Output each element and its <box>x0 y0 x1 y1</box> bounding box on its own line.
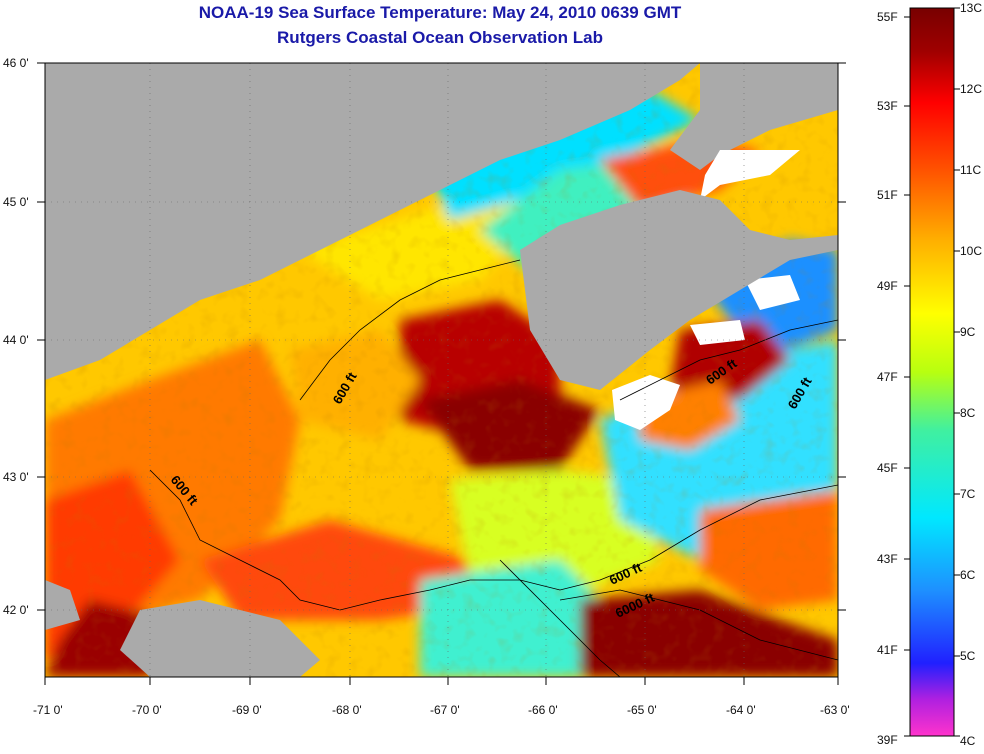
cloud-patch <box>745 275 800 310</box>
colorbar-ticks <box>904 7 960 737</box>
colorbar-c-label: 9C <box>960 325 976 339</box>
lat-label: 46 0' <box>3 56 29 70</box>
colorbar-f-label: 39F <box>877 733 898 747</box>
axis-ticks <box>37 62 846 685</box>
colorbar-f-label: 47F <box>877 370 898 384</box>
colorbar-f-label: 45F <box>877 461 898 475</box>
lon-label: -71 0' <box>33 703 63 717</box>
cloud-patch <box>690 320 745 345</box>
lat-label: 42 0' <box>3 603 29 617</box>
plot-area: 600 ft 600 ft 600 ft 600 ft 600 ft 6000 … <box>45 63 838 677</box>
colorbar-c-label: 4C <box>960 734 976 748</box>
colorbar-c-label: 11C <box>960 163 981 177</box>
lon-label: -68 0' <box>332 703 362 717</box>
colorbar-f-label: 49F <box>877 279 898 293</box>
colorbar-f-label: 51F <box>877 188 898 202</box>
lon-label: -64 0' <box>726 703 756 717</box>
colorbar-f-label: 41F <box>877 643 898 657</box>
colorbar-f-label: 53F <box>877 99 898 113</box>
lon-label: -63 0' <box>820 703 850 717</box>
lon-label: -69 0' <box>232 703 262 717</box>
graticule <box>45 63 838 677</box>
lon-label: -66 0' <box>528 703 558 717</box>
colorbar-c-label: 13C <box>960 1 982 15</box>
lon-label: -70 0' <box>132 703 162 717</box>
colorbar-c-label: 6C <box>960 568 976 582</box>
colorbar-c-label: 8C <box>960 406 976 420</box>
map-title: NOAA-19 Sea Surface Temperature: May 24,… <box>198 3 682 22</box>
lat-label: 45 0' <box>3 195 29 209</box>
lat-label: 43 0' <box>3 470 29 484</box>
colorbar <box>909 7 955 737</box>
lat-label: 44 0' <box>3 333 29 347</box>
plot-frame <box>44 62 839 678</box>
lon-label: -65 0' <box>627 703 657 717</box>
cloud-patch <box>612 375 680 430</box>
land-mass <box>45 63 838 677</box>
colorbar-c-label: 12C <box>960 82 982 96</box>
colorbar-c-label: 10C <box>960 244 982 258</box>
colorbar-f-label: 43F <box>877 552 898 566</box>
colorbar-c-label: 7C <box>960 487 976 501</box>
lon-label: -67 0' <box>430 703 460 717</box>
map-subtitle: Rutgers Coastal Ocean Observation Lab <box>277 28 603 47</box>
colorbar-c-label: 5C <box>960 649 976 663</box>
colorbar-f-label: 55F <box>877 10 898 24</box>
